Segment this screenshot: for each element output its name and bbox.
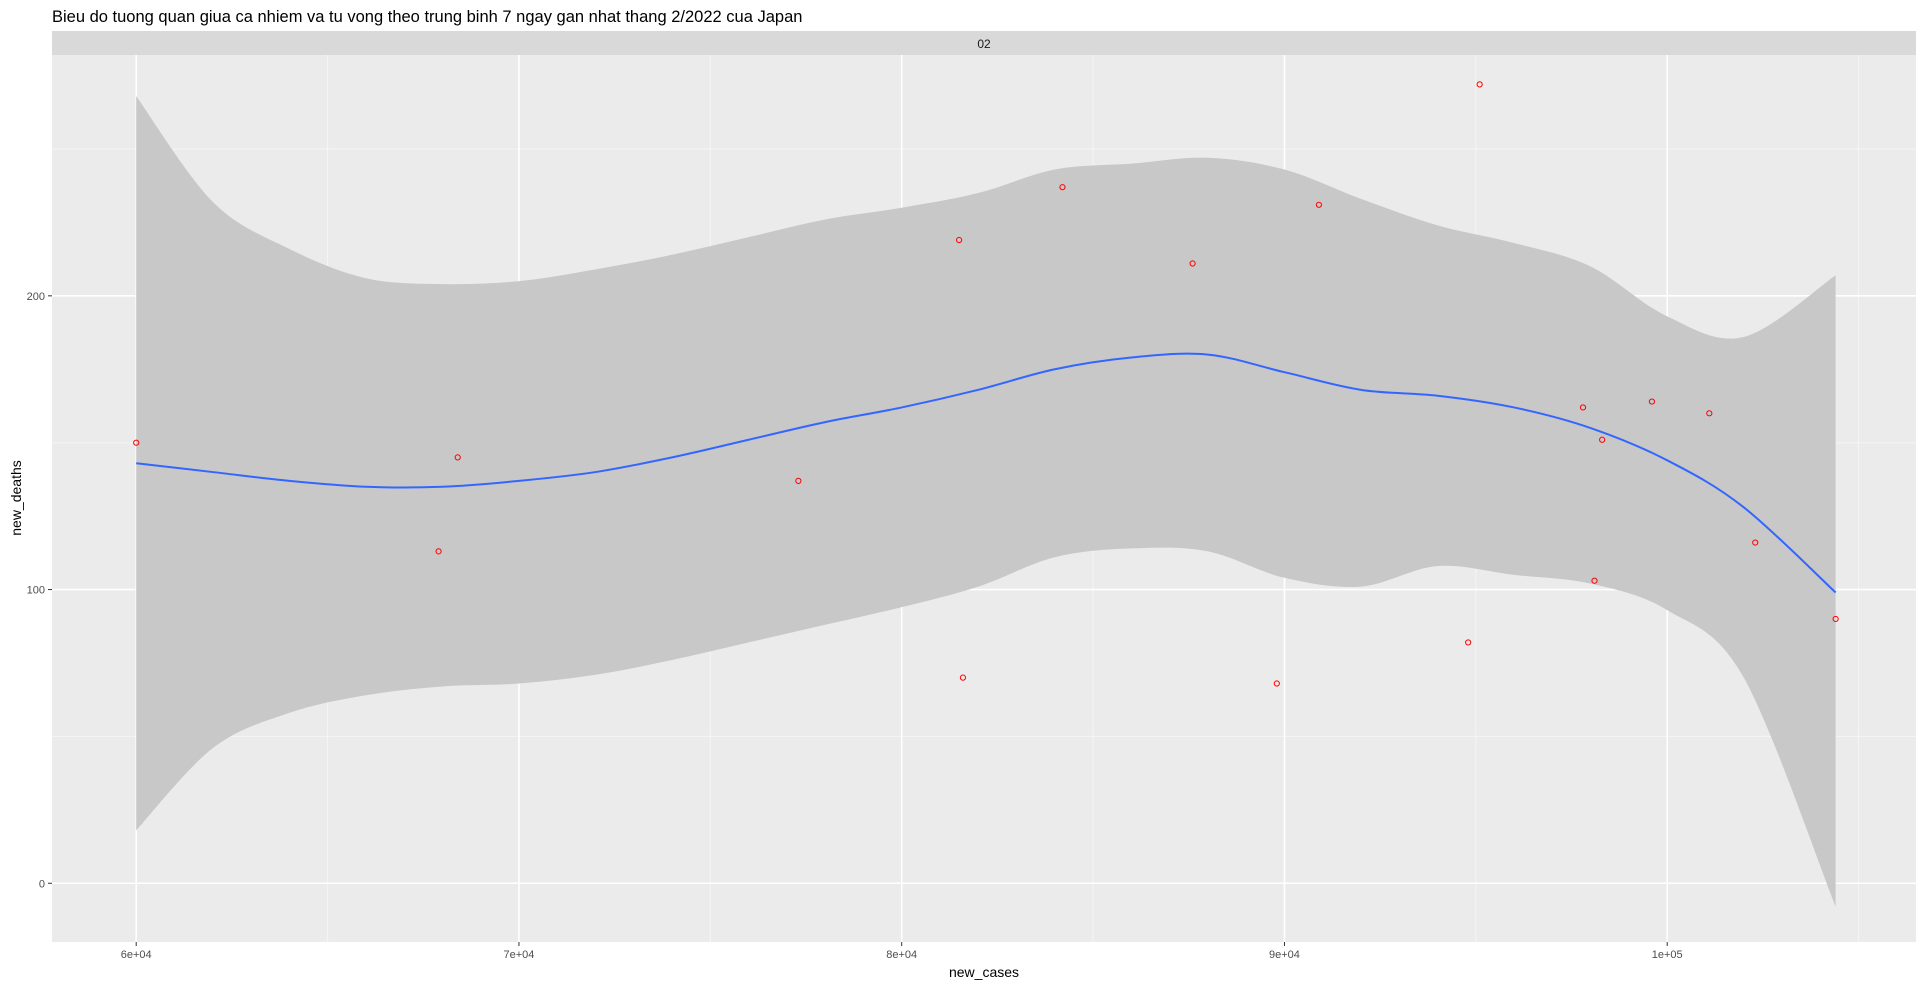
data-point bbox=[1315, 201, 1323, 208]
data-point bbox=[1476, 81, 1483, 88]
data-point bbox=[1832, 615, 1839, 623]
data-point bbox=[1059, 184, 1066, 191]
chart-title: Bieu do tuong quan giua ca nhiem va tu v… bbox=[52, 8, 802, 26]
smooth-line bbox=[136, 352, 1837, 594]
x-axis-title: new_cases bbox=[949, 964, 1019, 980]
data-point bbox=[435, 548, 442, 555]
x-tick-label: 6e+04 bbox=[121, 949, 152, 961]
data-point bbox=[1752, 539, 1759, 546]
facet-strip bbox=[52, 31, 1916, 55]
x-tick-label: 9e+04 bbox=[1269, 949, 1300, 961]
data-point bbox=[1648, 398, 1656, 405]
points-layer bbox=[133, 81, 1839, 687]
data-point bbox=[133, 439, 140, 446]
data-point bbox=[1465, 639, 1472, 646]
data-point bbox=[1273, 680, 1280, 687]
y-axis-ticks: 0 100 200 bbox=[27, 291, 52, 890]
data-point bbox=[795, 477, 802, 484]
y-tick-label: 0 bbox=[39, 878, 45, 890]
data-point bbox=[1189, 260, 1196, 267]
data-point bbox=[1579, 404, 1587, 411]
x-tick-label: 8e+04 bbox=[886, 949, 917, 961]
facet-strip-label: 02 bbox=[977, 37, 991, 51]
data-point bbox=[1599, 436, 1606, 443]
confidence-ribbon-layer bbox=[136, 96, 1836, 907]
data-point bbox=[454, 454, 461, 461]
y-tick-label: 200 bbox=[27, 291, 45, 303]
data-point bbox=[959, 674, 967, 681]
y-axis-title: new_deaths bbox=[8, 460, 24, 536]
data-point bbox=[1591, 577, 1598, 584]
data-point bbox=[956, 236, 963, 244]
data-point bbox=[1706, 410, 1713, 417]
x-tick-label: 1e+05 bbox=[1652, 949, 1683, 961]
confidence-ribbon bbox=[136, 96, 1836, 907]
smooth-line-layer bbox=[136, 352, 1837, 594]
y-tick-label: 100 bbox=[27, 585, 45, 597]
x-tick-label: 7e+04 bbox=[504, 949, 535, 961]
x-axis-ticks: 6e+04 7e+04 8e+04 9e+04 1e+05 bbox=[121, 942, 1683, 961]
